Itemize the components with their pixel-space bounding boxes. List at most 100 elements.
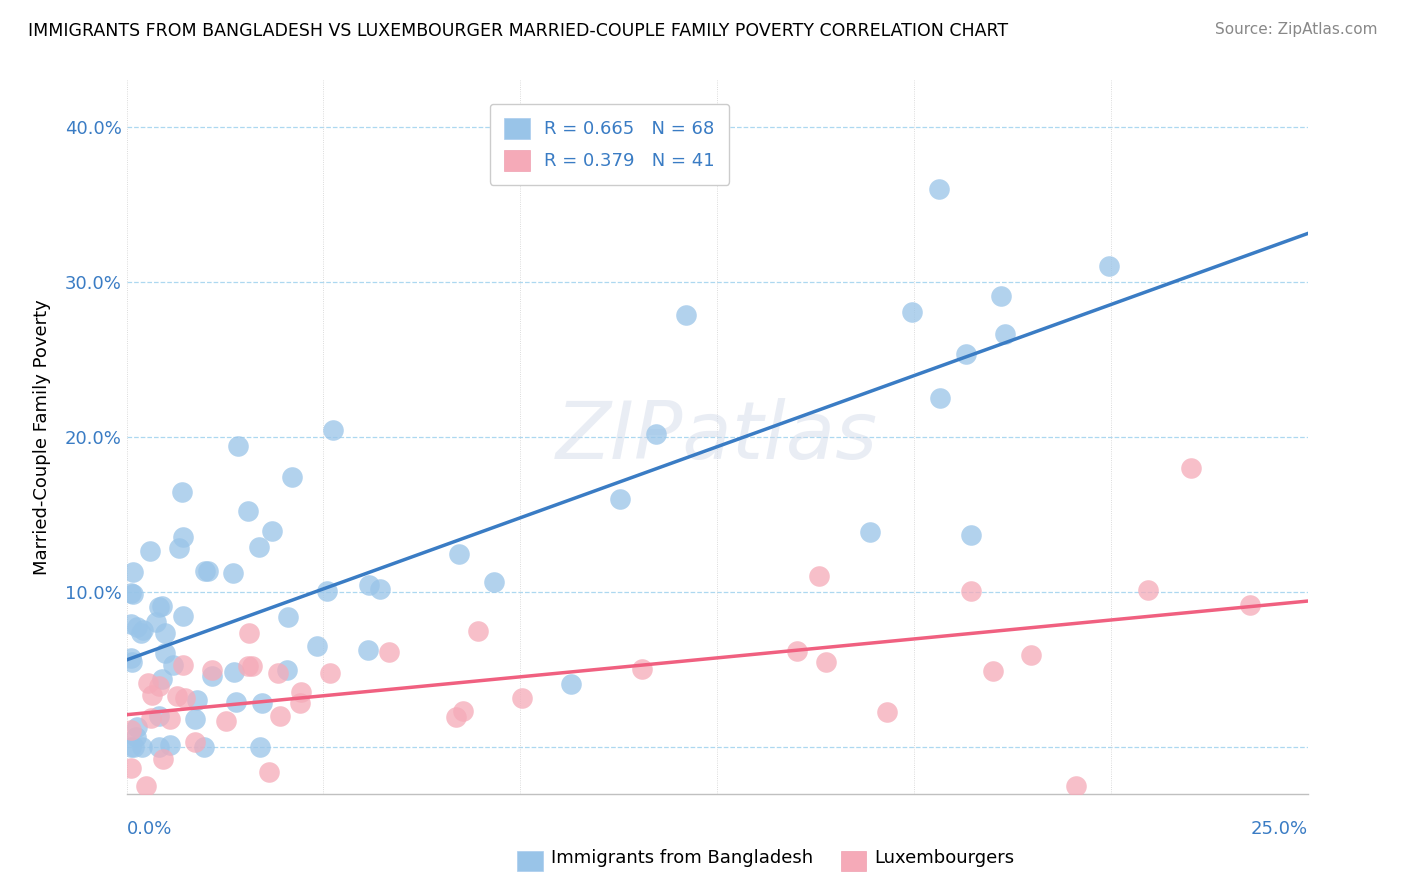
Point <box>148 709 170 723</box>
Point <box>172 657 194 672</box>
Point <box>319 665 342 680</box>
Point <box>928 181 950 195</box>
Point <box>267 666 290 681</box>
Point <box>378 645 401 659</box>
Point <box>281 469 304 483</box>
Point <box>236 504 259 518</box>
Point <box>994 326 1017 341</box>
Text: Luxembourgers: Luxembourgers <box>875 849 1015 867</box>
Point <box>560 677 582 691</box>
Point <box>257 764 280 779</box>
Point <box>120 740 142 755</box>
Point <box>125 720 148 734</box>
Point <box>120 723 142 738</box>
Point <box>186 692 208 706</box>
Text: ZIPatlas: ZIPatlas <box>555 398 879 476</box>
Point <box>194 564 217 578</box>
Point <box>121 587 143 601</box>
Point <box>449 547 471 561</box>
Point <box>609 491 631 506</box>
Point <box>221 566 243 580</box>
Point <box>215 714 238 728</box>
Point <box>467 624 489 639</box>
Text: IMMIGRANTS FROM BANGLADESH VS LUXEMBOURGER MARRIED-COUPLE FAMILY POVERTY CORRELA: IMMIGRANTS FROM BANGLADESH VS LUXEMBOURG… <box>28 22 1008 40</box>
Point <box>135 779 157 793</box>
Point <box>141 689 163 703</box>
Text: 0.0%: 0.0% <box>127 820 172 838</box>
Point <box>172 485 194 500</box>
Point <box>269 709 291 723</box>
Point <box>159 712 181 726</box>
Point <box>153 646 176 660</box>
Point <box>127 620 149 634</box>
Point <box>197 564 219 578</box>
Point <box>290 696 312 710</box>
Point <box>276 663 298 677</box>
Point <box>122 740 145 755</box>
Point <box>929 391 952 405</box>
Text: Source: ZipAtlas.com: Source: ZipAtlas.com <box>1215 22 1378 37</box>
Point <box>814 655 837 669</box>
Point <box>482 574 505 589</box>
Point <box>247 540 270 554</box>
Point <box>900 305 922 319</box>
Point <box>125 730 148 744</box>
Point <box>184 734 207 748</box>
Point <box>159 738 181 752</box>
Point <box>240 659 263 673</box>
Point <box>250 696 273 710</box>
Point <box>153 625 176 640</box>
Point <box>145 615 167 629</box>
Point <box>129 626 152 640</box>
Point <box>451 704 474 718</box>
Point <box>120 650 142 665</box>
Point <box>357 643 380 657</box>
Point <box>131 740 153 755</box>
Point <box>631 662 654 676</box>
Point <box>173 690 195 705</box>
Y-axis label: Married-Couple Family Poverty: Married-Couple Family Poverty <box>32 299 51 575</box>
Point <box>139 711 162 725</box>
Point <box>1098 259 1121 273</box>
Point <box>152 599 174 613</box>
Point <box>277 610 299 624</box>
Point <box>1021 648 1043 663</box>
Point <box>120 586 142 600</box>
Point <box>152 752 174 766</box>
Point <box>121 566 143 580</box>
Point <box>226 438 249 452</box>
Point <box>510 691 533 706</box>
Point <box>150 672 173 686</box>
Point <box>959 584 981 599</box>
Point <box>260 524 283 538</box>
Point <box>136 676 159 690</box>
Point <box>290 685 312 699</box>
Point <box>959 528 981 542</box>
Text: Immigrants from Bangladesh: Immigrants from Bangladesh <box>551 849 813 867</box>
Point <box>201 663 224 677</box>
Point <box>322 423 344 437</box>
Point <box>121 655 143 669</box>
Point <box>162 658 184 673</box>
Point <box>307 639 329 653</box>
Point <box>983 664 1005 678</box>
Point <box>1180 461 1202 475</box>
Point <box>876 705 898 719</box>
Point <box>990 288 1012 302</box>
Point <box>120 761 142 775</box>
Point <box>444 710 467 724</box>
Point <box>148 679 170 693</box>
Point <box>368 582 391 597</box>
Legend: R = 0.665   N = 68, R = 0.379   N = 41: R = 0.665 N = 68, R = 0.379 N = 41 <box>489 103 730 185</box>
Point <box>786 644 808 658</box>
Point <box>807 568 830 582</box>
Point <box>645 427 668 442</box>
Point <box>148 600 170 615</box>
Point <box>201 669 224 683</box>
Point <box>236 659 259 673</box>
Point <box>1137 583 1160 598</box>
Point <box>249 740 271 755</box>
Point <box>193 740 215 755</box>
Point <box>675 308 697 322</box>
Point <box>184 712 207 726</box>
